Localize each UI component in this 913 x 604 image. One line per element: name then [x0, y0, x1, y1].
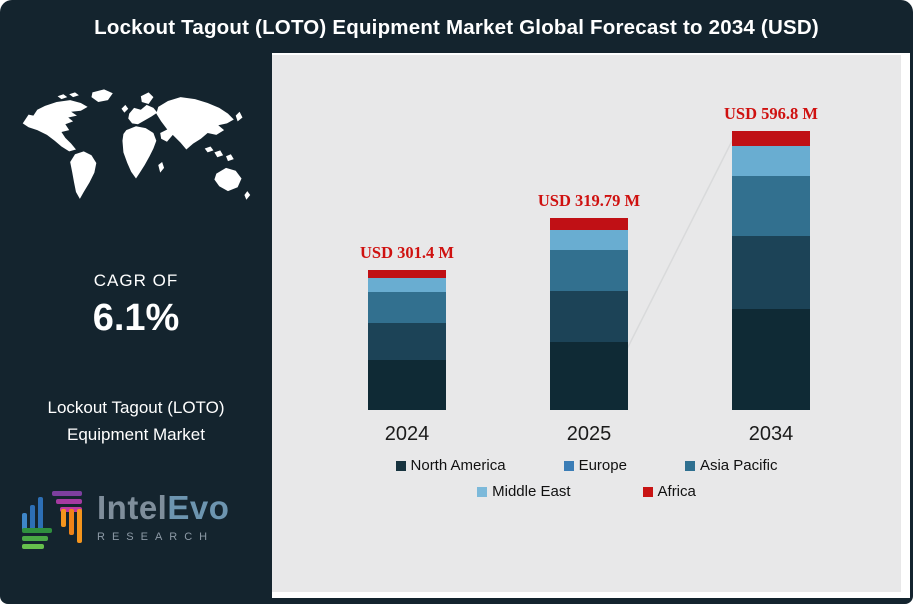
bar-segment-middle-east [550, 230, 628, 250]
market-name-line1: Lockout Tagout (LOTO) [47, 398, 225, 417]
brand-subtitle: RESEARCH [97, 531, 215, 543]
legend-item-middle-east: Middle East [477, 483, 571, 500]
x-axis-label-2034: 2034 [748, 423, 794, 445]
sidebar: CAGR OF 6.1% Lockout Tagout (LOTO) Equip… [0, 55, 272, 604]
legend-label: Africa [657, 483, 696, 500]
legend-item-asia-pacific: Asia Pacific [684, 457, 778, 474]
stacked-bar-2034 [732, 131, 810, 410]
bar-segment-asia-pacific [368, 292, 446, 323]
bar-segment-asia-pacific [732, 176, 810, 236]
chart-area: USD 301.4 M 2024 USD 319.79 M 2025 USD 596.8… [272, 55, 901, 592]
value-label-2024: USD 301.4 M [360, 243, 454, 262]
legend-swatch-icon [642, 486, 653, 497]
bar-segment-middle-east [732, 146, 810, 176]
bar-segment-middle-east [368, 278, 446, 292]
legend-swatch-icon [395, 460, 406, 471]
legend-swatch-icon [563, 460, 574, 471]
legend-swatch-icon [684, 460, 695, 471]
value-label-2025: USD 319.79 M [537, 191, 641, 210]
brand-logo: IntelEvo RESEARCH [18, 483, 229, 555]
bar-segment-africa [368, 270, 446, 278]
value-label-2034: USD 596.8 M [724, 104, 818, 123]
bar-segment-north-america [732, 309, 810, 410]
stacked-bar-2024 [368, 270, 446, 410]
bar-segment-africa [550, 218, 628, 230]
market-name: Lockout Tagout (LOTO) Equipment Market [0, 394, 272, 448]
legend-swatch-icon [477, 486, 488, 497]
stacked-bar-2025 [550, 218, 628, 410]
legend-item-africa: Africa [642, 483, 696, 500]
legend-item-europe: Europe [563, 457, 627, 474]
legend-label: Middle East [492, 483, 571, 500]
x-axis-label-2025: 2025 [566, 423, 612, 445]
legend-label: North America [410, 457, 506, 474]
cagr-label: CAGR OF [93, 271, 179, 290]
legend-label: Europe [578, 457, 627, 474]
x-axis-label-2024: 2024 [384, 423, 430, 445]
bar-segment-asia-pacific [550, 250, 628, 291]
bar-segment-north-america [550, 342, 628, 410]
bar-segment-africa [732, 131, 810, 146]
brand-name: IntelEvo [97, 489, 230, 526]
bar-segment-north-america [368, 360, 446, 410]
legend-label: Asia Pacific [699, 457, 778, 474]
legend-row: North America Europe Asia Pacific [395, 457, 778, 474]
bar-segment-europe [732, 236, 810, 309]
header: Lockout Tagout (LOTO) Equipment Market G… [0, 0, 913, 55]
chart-panel-frame: USD 301.4 M 2024 USD 319.79 M 2025 USD 596.8… [272, 53, 910, 598]
brand-logo-icon [22, 491, 82, 549]
chart-legend: North America Europe Asia Pacific Middle Ea… [272, 457, 901, 500]
cagr-value: 6.1% [92, 297, 180, 339]
legend-item-north-america: North America [395, 457, 506, 474]
market-name-line2: Equipment Market [67, 425, 205, 444]
bar-segment-europe [368, 323, 446, 360]
page-title: Lockout Tagout (LOTO) Equipment Market G… [94, 15, 819, 39]
trend-connector-line [625, 138, 734, 352]
brand-logo-text: IntelEvo RESEARCH [97, 483, 229, 543]
bar-segment-europe [550, 291, 628, 342]
world-map-icon [22, 89, 251, 200]
legend-row: Middle East Africa [477, 483, 696, 500]
